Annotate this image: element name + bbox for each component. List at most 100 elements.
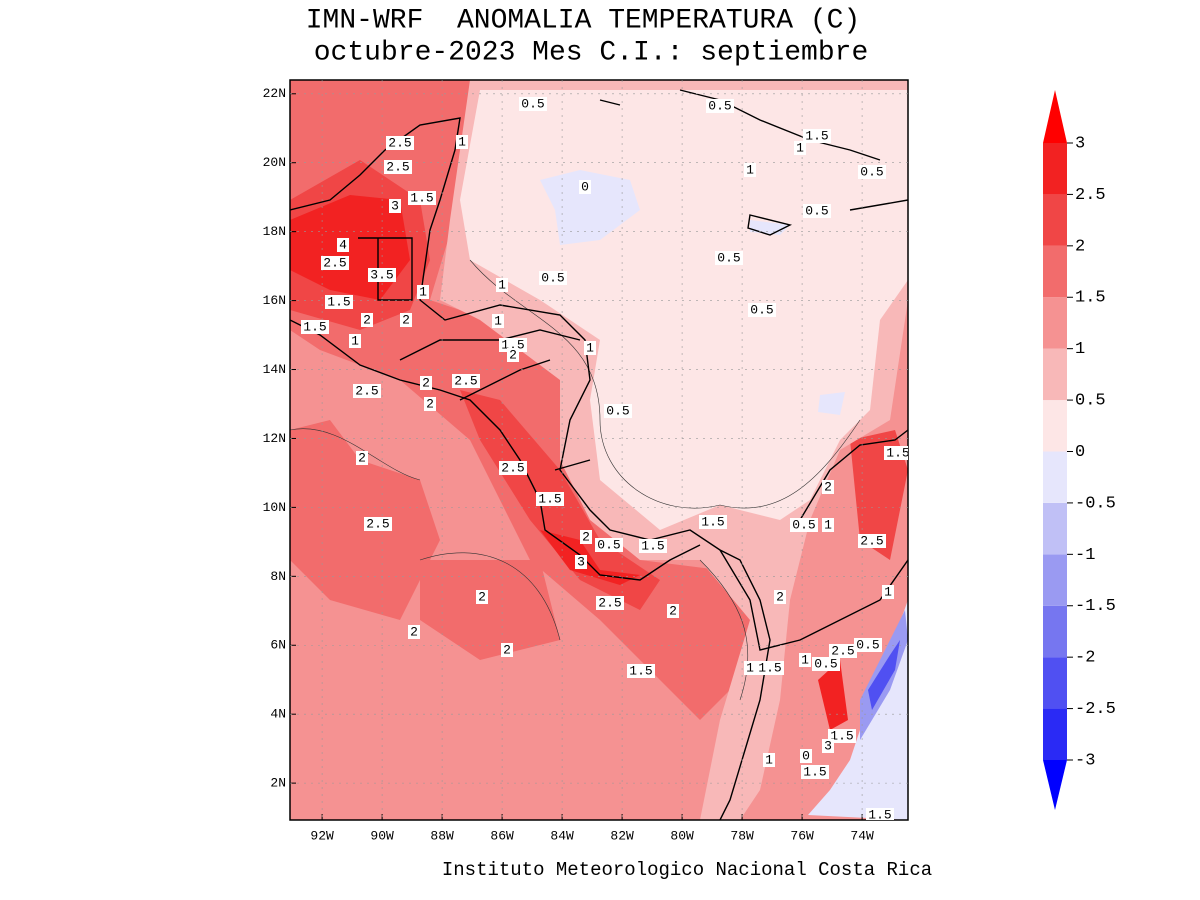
- y-tick-label: 6N: [270, 638, 286, 653]
- contour-label: 1.5: [758, 660, 781, 675]
- contour-label: 0.5: [717, 250, 740, 265]
- colorbar-label: -0.5: [1075, 494, 1116, 513]
- contour-label-box: [501, 643, 513, 657]
- y-tick-label: 12N: [263, 431, 286, 446]
- colorbar-band: [1043, 348, 1067, 401]
- contour-label: 1.5: [410, 190, 433, 205]
- contour-label: 1.5: [327, 294, 350, 309]
- contour-label-box: [756, 661, 784, 675]
- contour-label: 2: [402, 312, 410, 327]
- x-tick-label: 88W: [430, 828, 454, 843]
- y-tick-label: 18N: [263, 224, 286, 239]
- contour-label: 1: [884, 584, 892, 599]
- contour-label-box: [803, 129, 831, 143]
- x-tick-label: 74W: [850, 828, 874, 843]
- colorbar-band: [1043, 194, 1067, 246]
- contour-label-box: [822, 518, 834, 532]
- contour-label: 1.5: [803, 764, 826, 779]
- contour-label-box: [580, 530, 592, 544]
- contour-label-box: [507, 348, 519, 362]
- coastline: [290, 89, 908, 820]
- contour-label: 1: [746, 660, 754, 675]
- contour-label: 2.5: [323, 255, 346, 270]
- contour-label: 0.5: [814, 656, 837, 671]
- contour-label-box: [706, 99, 734, 113]
- x-tick-label: 84W: [550, 828, 574, 843]
- contour-label: 1.5: [886, 445, 909, 460]
- contour-label: 0.5: [606, 403, 629, 418]
- contour-label-box: [325, 295, 353, 309]
- contour-label: 1.5: [303, 319, 326, 334]
- contour-label-box: [408, 191, 436, 205]
- contour-label-box: [400, 313, 412, 327]
- contour-label-box: [774, 590, 786, 604]
- contour-label-box: [604, 404, 632, 418]
- colorbar-label: 3: [1075, 134, 1085, 153]
- contour-label-box: [420, 376, 432, 390]
- contour-label: 2: [582, 529, 590, 544]
- contour-label: 0.5: [541, 270, 564, 285]
- contour-label: 1: [796, 140, 804, 155]
- contour-label-box: [882, 585, 894, 599]
- contour-label-box: [596, 596, 624, 610]
- contour-label-box: [639, 539, 667, 553]
- contour-label: 2: [776, 589, 784, 604]
- contour-label-box: [803, 204, 831, 218]
- contour-label: 1: [801, 652, 809, 667]
- y-tick-label: 14N: [263, 362, 286, 377]
- contour-label-box: [386, 136, 414, 150]
- contour-label: 3: [577, 554, 585, 569]
- y-tick-label: 8N: [270, 569, 286, 584]
- contour-label-box: [822, 739, 834, 753]
- contour-label-box: [519, 97, 547, 111]
- y-tick-label: 16N: [263, 293, 286, 308]
- contour-label-box: [858, 165, 886, 179]
- x-tick-label: 90W: [370, 828, 394, 843]
- contour-label: 2: [426, 396, 434, 411]
- contour-label: 2: [824, 479, 832, 494]
- footer: Instituto Meteorologico Nacional Costa R…: [442, 859, 932, 881]
- colorbar-label: -1: [1075, 546, 1095, 565]
- contour-label: 1.5: [830, 728, 853, 743]
- contour-label: 0.5: [860, 164, 883, 179]
- contour-label: 1.5: [629, 663, 652, 678]
- contour-label-box: [321, 256, 349, 270]
- contour-label: 1: [351, 333, 359, 348]
- contour-label-box: [349, 334, 361, 348]
- contour-label-box: [812, 657, 840, 671]
- contour-label-box: [884, 446, 908, 460]
- contour-label-box: [790, 518, 818, 532]
- contour-label-box: [301, 320, 329, 334]
- contour-label: 2.5: [355, 383, 378, 398]
- contour-label: 2: [422, 375, 430, 390]
- contour-line: [290, 259, 861, 701]
- contour-label: 2: [503, 642, 511, 657]
- colorbar-band: [1043, 143, 1067, 195]
- contour-label-box: [763, 753, 775, 767]
- colorbar-band: [1043, 554, 1067, 606]
- colorbar-label: 0.5: [1075, 392, 1106, 411]
- contour-label-box: [715, 251, 743, 265]
- colorbar-arrow: [1043, 760, 1067, 810]
- contour-label-box: [595, 538, 623, 552]
- contour-label-box: [364, 517, 392, 531]
- contour-label-box: [389, 199, 401, 213]
- contour-label: 1.5: [868, 807, 891, 822]
- colorbar-band: [1043, 605, 1067, 658]
- contour-label: 0.5: [792, 517, 815, 532]
- contour-label: 2: [478, 589, 486, 604]
- contour-label: 3: [391, 198, 399, 213]
- contour-label-box: [384, 160, 412, 174]
- contour-label: 0.5: [805, 203, 828, 218]
- contour-label-box: [499, 461, 527, 475]
- contour-label-box: [584, 341, 596, 355]
- contour-label: 1.5: [701, 514, 724, 529]
- colorbar-label: 1.5: [1075, 289, 1106, 308]
- contour-label: 2.5: [598, 595, 621, 610]
- contour-label-box: [499, 338, 527, 352]
- contour-label: 0.5: [856, 637, 879, 652]
- x-tick-label: 86W: [490, 828, 514, 843]
- colorbar-band: [1043, 245, 1067, 298]
- contour-label: 0.5: [708, 98, 731, 113]
